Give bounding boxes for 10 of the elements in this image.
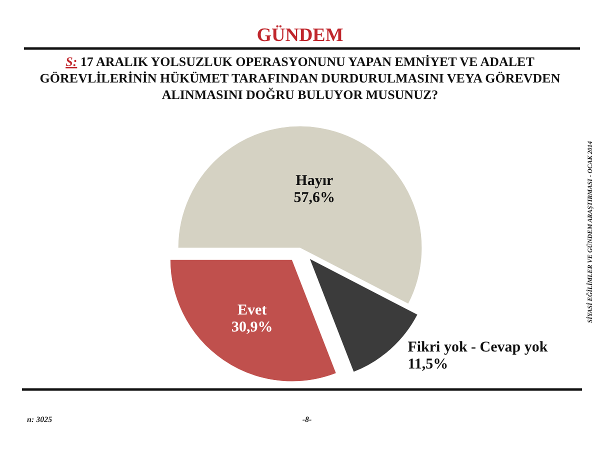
data-label: 30,9%	[232, 319, 273, 336]
text: n: 3025	[27, 415, 52, 424]
chart-title: GÜNDEM	[256, 25, 344, 46]
slice-label: Evet	[238, 302, 267, 318]
slice-label: Hayır	[296, 173, 334, 190]
slice-label: Fikri yok - Cevap yok	[408, 340, 548, 356]
data-label: 57,6%	[294, 190, 336, 206]
chart-subtitle: S: 17 ARALIK YOLSUZLUK OPERASYONUNU YAPAN EMNİYET VE ADALET GÖREVLİLERİNİN HÜKÜMET TARAFINDAN DURDURULMASINI VEYA GÖREVDEN ALINMASINI DOĞRU BULUYOR MUSUNUZ?	[40, 54, 561, 102]
text: -8-	[302, 415, 312, 424]
data-label: 11,5%	[408, 356, 448, 373]
